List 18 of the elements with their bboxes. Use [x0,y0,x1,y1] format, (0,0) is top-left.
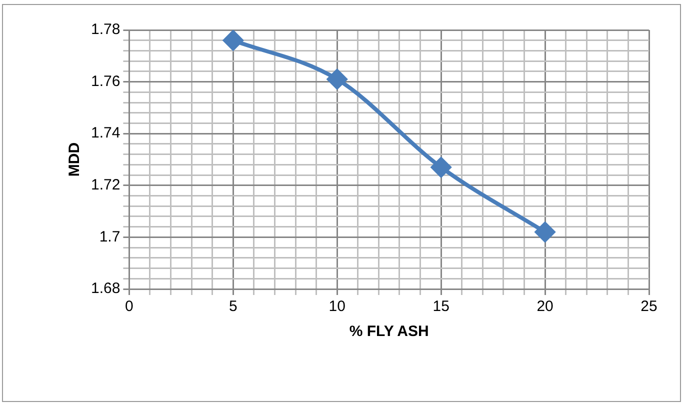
point [431,157,452,178]
y-axis-title: MDD [66,142,84,177]
y-tick-label: 1.7 [99,228,120,246]
y-tick-label: 1.72 [90,176,120,194]
x-tick-label: 20 [536,298,554,316]
x-tick-label: 0 [125,298,134,316]
y-tick-label: 1.74 [90,124,120,142]
y-tick-label: 1.76 [90,72,120,90]
y-tick-label: 1.68 [90,280,120,298]
x-tick-label: 15 [432,298,450,316]
x-axis-title: % FLY ASH [349,323,429,340]
point [535,222,556,242]
x-tick-label: 5 [228,298,238,316]
point [223,30,244,50]
point [327,69,348,90]
x-tick-label: 10 [328,298,346,316]
x-tick-label: 25 [640,298,658,316]
y-tick-label: 1.78 [90,21,120,38]
